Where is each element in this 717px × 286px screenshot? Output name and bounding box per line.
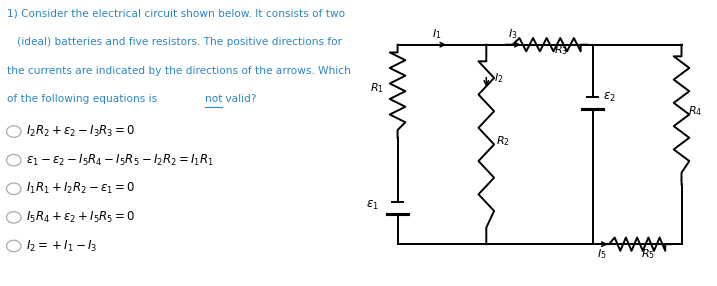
Text: valid?: valid? — [222, 94, 256, 104]
Text: $I_5R_4 + \epsilon_2 + I_5R_5 = 0$: $I_5R_4 + \epsilon_2 + I_5R_5 = 0$ — [26, 210, 136, 225]
Text: 1) Consider the electrical circuit shown below. It consists of two: 1) Consider the electrical circuit shown… — [7, 9, 346, 19]
Text: $R_4$: $R_4$ — [688, 104, 702, 118]
Text: $I_2$: $I_2$ — [494, 71, 503, 85]
Text: of the following equations is: of the following equations is — [7, 94, 161, 104]
Text: $R_5$: $R_5$ — [641, 247, 655, 261]
Text: $I_1R_1 + I_2R_2 - \epsilon_1 = 0$: $I_1R_1 + I_2R_2 - \epsilon_1 = 0$ — [26, 181, 136, 196]
Text: $\epsilon_1 - \epsilon_2 - I_5R_4 - I_5R_5 - I_2R_2 = I_1R_1$: $\epsilon_1 - \epsilon_2 - I_5R_4 - I_5R… — [26, 153, 214, 168]
Text: $I_2R_2 + \epsilon_2 - I_3R_3 = 0$: $I_2R_2 + \epsilon_2 - I_3R_3 = 0$ — [26, 124, 136, 139]
Text: (ideal) batteries and five resistors. The positive directions for: (ideal) batteries and five resistors. Th… — [7, 37, 342, 47]
Text: $\varepsilon_2$: $\varepsilon_2$ — [603, 91, 615, 104]
Text: $I_3$: $I_3$ — [508, 27, 518, 41]
Text: not: not — [204, 94, 222, 104]
Text: $R_3$: $R_3$ — [554, 43, 568, 57]
Text: $\varepsilon_1$: $\varepsilon_1$ — [366, 198, 379, 212]
Text: the currents are indicated by the directions of the arrows. Which: the currents are indicated by the direct… — [7, 66, 351, 76]
Text: $R_2$: $R_2$ — [496, 134, 510, 148]
Text: $R_1$: $R_1$ — [370, 81, 384, 95]
Text: $I_1$: $I_1$ — [432, 27, 442, 41]
Text: $I_5$: $I_5$ — [597, 247, 607, 261]
Text: $I_2 = +I_1 - I_3$: $I_2 = +I_1 - I_3$ — [26, 239, 98, 253]
